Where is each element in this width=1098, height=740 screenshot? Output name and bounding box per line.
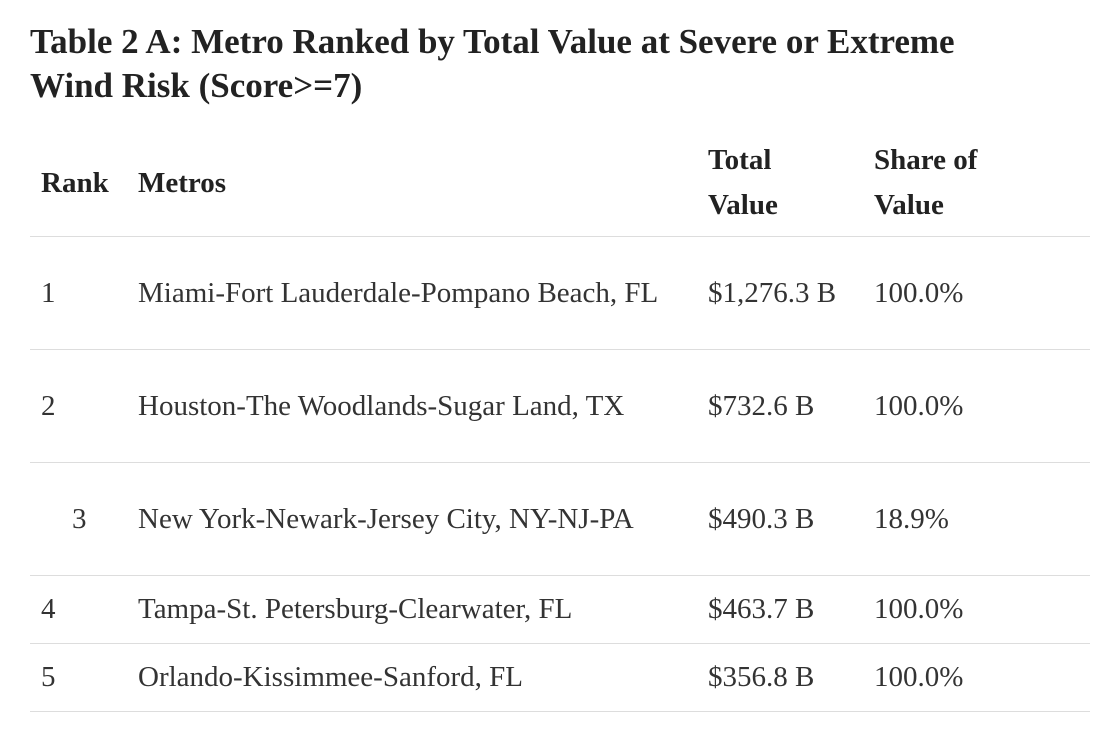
value-cell: $463.7 B (708, 575, 874, 644)
share-cell: 18.9% (874, 462, 1090, 576)
table-row: 1 Miami-Fort Lauderdale-Pompano Beach, FL… (30, 236, 1090, 350)
metro-cell: Orlando-Kissimmee-Sanford, FL (138, 643, 708, 712)
share-cell: 100.0% (874, 575, 1090, 644)
share-cell: 100.0% (874, 643, 1090, 712)
header-row: Rank Metros Total Value Share of Value (30, 130, 1090, 237)
column-header: Rank (30, 130, 138, 237)
table-row: 2 Houston-The Woodlands-Sugar Land, TX $73… (30, 349, 1090, 463)
value-cell: $356.8 B (708, 643, 874, 712)
share-cell: 100.0% (874, 349, 1090, 463)
metro-cell: New York-Newark-Jersey City, NY-NJ-PA (138, 462, 708, 576)
column-header: Metros (138, 130, 708, 237)
column-header-text: Share of Value (874, 144, 978, 221)
table-body: 1 Miami-Fort Lauderdale-Pompano Beach, FL… (30, 236, 1090, 712)
rank-cell: 5 (30, 643, 138, 712)
column-header: Total Value (708, 130, 874, 237)
value-cell: $732.6 B (708, 349, 874, 463)
metro-cell: Houston-The Woodlands-Sugar Land, TX (138, 349, 708, 463)
rank-cell: 2 (30, 349, 138, 463)
metro-cell: Tampa-St. Petersburg-Clearwater, FL (138, 575, 708, 644)
column-header-text: Total Value (708, 144, 778, 221)
table-row: 4 Tampa-St. Petersburg-Clearwater, FL $463… (30, 575, 1090, 644)
share-cell: 100.0% (874, 236, 1090, 350)
value-cell: $1,276.3 B (708, 236, 874, 350)
rank-cell: 1 (30, 236, 138, 350)
table-row: 3 New York-Newark-Jersey City, NY-NJ-PA $4… (30, 462, 1090, 576)
value-cell: $490.3 B (708, 462, 874, 576)
table-title: Table 2 A: Metro Ranked by Total Value a… (30, 22, 955, 105)
metro-cell: Miami-Fort Lauderdale-Pompano Beach, FL (138, 236, 708, 350)
rank-cell: 4 (30, 575, 138, 644)
table-row: 5 Orlando-Kissimmee-Sanford, FL $356.8 B 10… (30, 643, 1090, 712)
data-table: Rank Metros Total Value Share of Value 1… (30, 130, 1090, 712)
column-header: Share of Value (874, 130, 1090, 237)
table-head: Rank Metros Total Value Share of Value (30, 130, 1090, 237)
rank-cell: 3 (30, 462, 138, 576)
